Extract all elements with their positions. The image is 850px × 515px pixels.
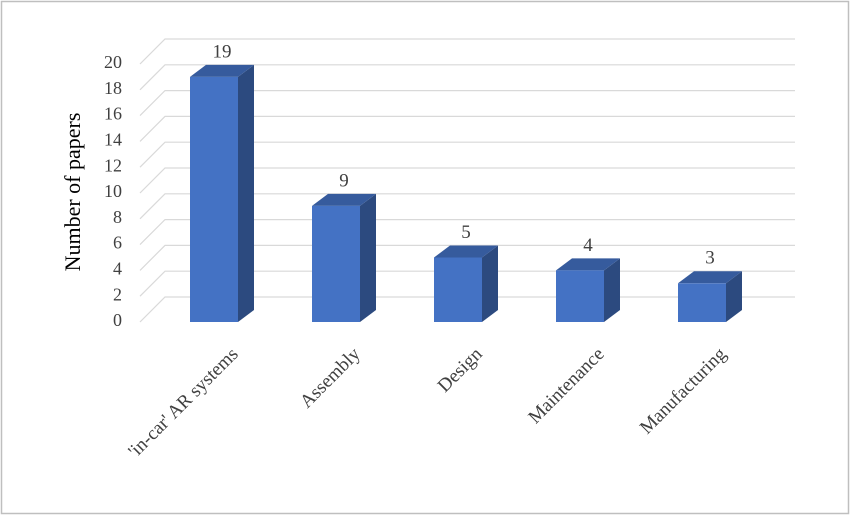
grid-line bbox=[139, 167, 795, 194]
bar-side bbox=[238, 64, 254, 323]
grid-line bbox=[139, 244, 795, 271]
bar-side bbox=[482, 245, 498, 322]
y-tick-label: 10 bbox=[104, 181, 122, 201]
bar-top bbox=[434, 245, 498, 258]
y-tick-label: 20 bbox=[104, 52, 122, 72]
bar-top bbox=[678, 271, 742, 284]
value-label: 4 bbox=[583, 235, 593, 256]
grid-line bbox=[139, 193, 795, 220]
grid-line bbox=[139, 115, 795, 142]
bar-side bbox=[726, 271, 742, 322]
y-tick-label: 16 bbox=[104, 104, 122, 124]
value-label: 3 bbox=[705, 248, 715, 269]
bar-side bbox=[604, 258, 620, 322]
y-tick-label: 2 bbox=[113, 284, 122, 304]
bar bbox=[556, 270, 604, 322]
grid-line bbox=[139, 64, 795, 91]
grid-line bbox=[139, 141, 795, 168]
y-axis-title: Number of papers bbox=[60, 113, 85, 272]
value-label: 5 bbox=[461, 222, 471, 243]
y-tick-label: 4 bbox=[113, 259, 122, 279]
y-tick-label: 18 bbox=[104, 78, 122, 98]
bar-side bbox=[360, 193, 376, 322]
bar bbox=[678, 283, 726, 322]
bar-top bbox=[190, 64, 254, 77]
bar-top bbox=[312, 193, 376, 206]
y-tick-label: 8 bbox=[113, 207, 122, 227]
bar bbox=[434, 257, 482, 322]
y-tick-label: 0 bbox=[113, 310, 122, 330]
y-tick-label: 12 bbox=[104, 155, 122, 175]
grid-line bbox=[139, 38, 795, 65]
grid-line bbox=[139, 219, 795, 246]
value-label: 9 bbox=[339, 170, 349, 191]
y-tick-label: 6 bbox=[113, 233, 122, 253]
y-tick-label: 14 bbox=[104, 130, 122, 150]
bar bbox=[190, 76, 238, 323]
bar-top bbox=[556, 258, 620, 271]
value-label: 19 bbox=[213, 41, 232, 62]
bar bbox=[312, 205, 360, 322]
grid-line bbox=[139, 89, 795, 117]
